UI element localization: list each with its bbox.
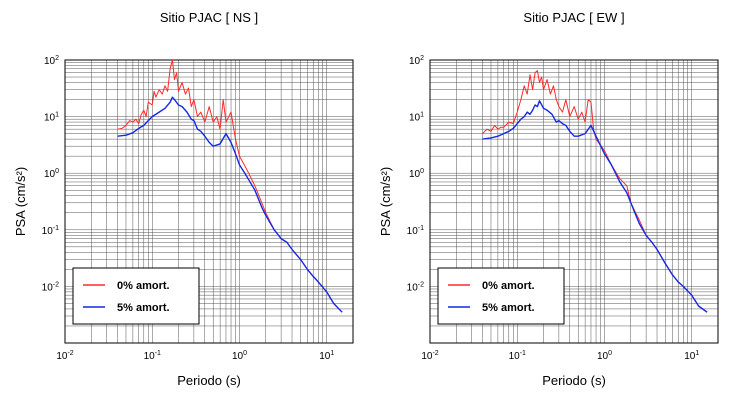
chart-panel-ns: Sitio PJAC [ NS ] Periodo (s) PSA (cm/s²… [13,10,354,388]
x-tick-label: 101 [684,350,699,362]
y-axis-label: PSA (cm/s²) [378,167,393,236]
y-tick-label: 102 [409,55,424,67]
legend: 0% amort. 5% amort. [437,267,565,325]
chart-title: Sitio PJAC [ EW ] [523,10,624,25]
chart-panel-ew: Sitio PJAC [ EW ] Periodo (s) PSA (cm/s²… [378,10,719,388]
x-tick-label: 10-1 [144,350,161,362]
legend-label: 5% amort. [117,302,170,314]
x-tick-label: 100 [597,350,612,362]
y-tick-label: 10-2 [42,281,59,293]
y-tick-label: 10-1 [42,225,59,237]
chart-title: Sitio PJAC [ NS ] [160,10,258,25]
x-tick-label: 10-2 [56,350,73,362]
x-tick-label: 10-2 [421,350,438,362]
y-tick-label: 10-2 [407,281,424,293]
legend-label: 5% amort. [482,302,535,314]
y-tick-label: 101 [44,112,59,124]
y-tick-label: 101 [409,112,424,124]
y-tick-label: 10-1 [407,225,424,237]
series-line-blue [482,100,708,313]
x-tick-label: 101 [319,350,334,362]
y-tick-label: 102 [44,55,59,67]
legend-box [72,267,200,325]
legend: 0% amort. 5% amort. [72,267,200,325]
x-axis-label: Periodo (s) [177,373,241,388]
grid [430,60,718,343]
plot-frame [64,59,354,344]
y-axis-label: PSA (cm/s²) [13,167,28,236]
x-tick-label: 100 [232,350,247,362]
y-tick-label: 100 [409,168,424,180]
y-tick-label: 100 [44,168,59,180]
legend-label: 0% amort. [482,280,535,292]
plot-frame [429,59,719,344]
x-tick-label: 10-1 [509,350,526,362]
legend-label: 0% amort. [117,280,170,292]
x-axis-label: Periodo (s) [542,373,606,388]
legend-box [437,267,565,325]
series-line-blue [117,96,343,313]
